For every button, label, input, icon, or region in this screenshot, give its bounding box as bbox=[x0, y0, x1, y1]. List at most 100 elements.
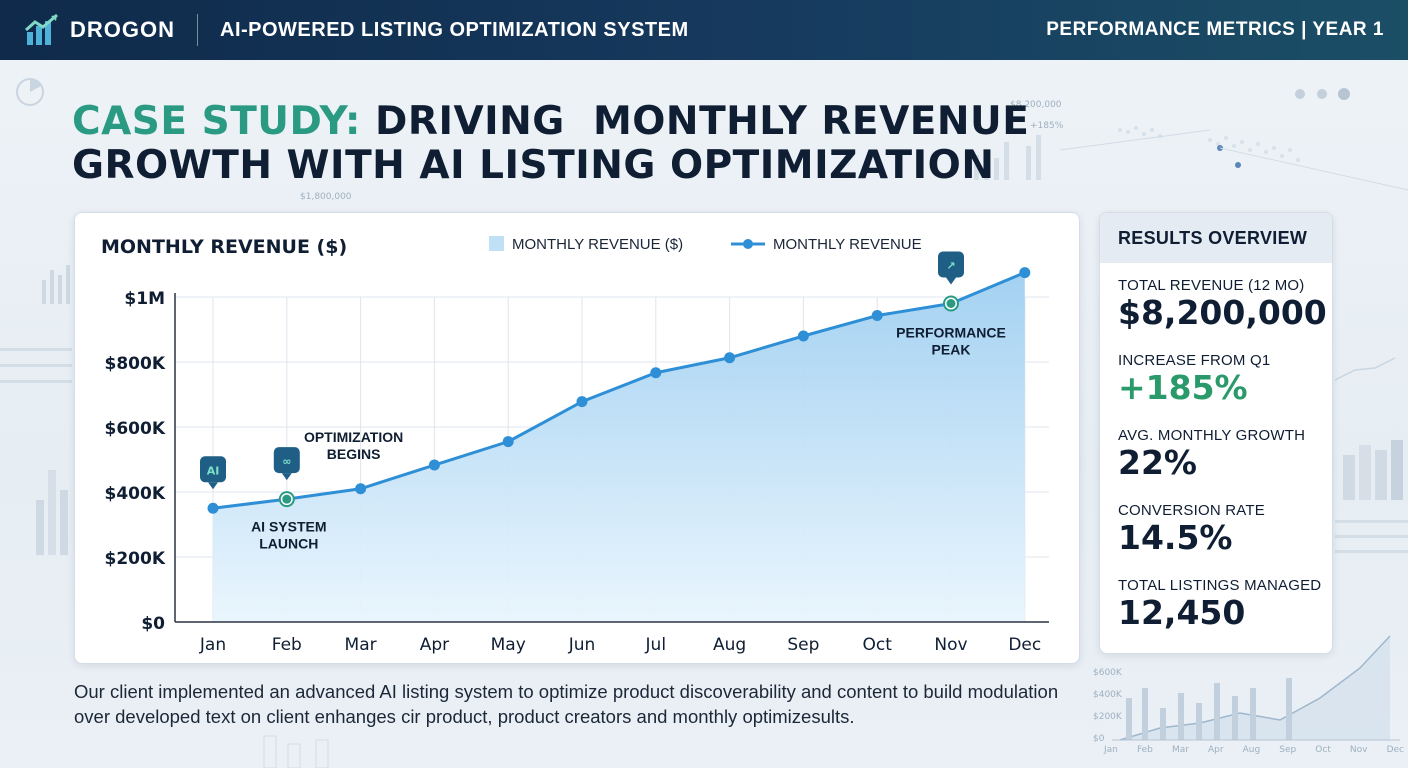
x-tick-label: Feb bbox=[272, 635, 302, 655]
y-tick-label: $1M bbox=[124, 289, 165, 309]
ai-chip-icon: AI bbox=[200, 456, 226, 490]
x-tick-label: Aug bbox=[713, 635, 746, 655]
milestone-point-core bbox=[946, 299, 956, 308]
results-title: RESULTS OVERVIEW bbox=[1100, 213, 1332, 263]
ai-chip-icon-pin bbox=[208, 482, 218, 490]
background-bars-bottom bbox=[263, 735, 329, 768]
x-tick-label: Jun bbox=[568, 635, 596, 655]
title-line1: DRIVING MONTHLY REVENUE bbox=[375, 99, 1030, 144]
legend-area-swatch bbox=[489, 236, 504, 251]
metric-value: 14.5% bbox=[1118, 518, 1233, 557]
y-tick-label: $400K bbox=[105, 484, 166, 504]
metric-label: CONVERSION RATE bbox=[1118, 502, 1265, 519]
decor-mid-value: $1,800,000 bbox=[300, 192, 352, 202]
x-tick-label: Jul bbox=[645, 635, 667, 655]
decor-mini-tick: $600K bbox=[1093, 668, 1122, 678]
decor-month: Feb bbox=[1136, 745, 1153, 755]
metric-avg-monthly-growth: AVG. MONTHLY GROWTH 22% bbox=[1100, 413, 1332, 488]
data-point bbox=[576, 396, 588, 408]
decor-mini-chart-months: Jan Feb Mar Apr Aug Sep Oct Nov Dec bbox=[1104, 745, 1404, 755]
results-overview-card: RESULTS OVERVIEW TOTAL REVENUE (12 MO) $… bbox=[1099, 212, 1333, 654]
data-point bbox=[502, 436, 514, 448]
decor-mini-tick: $400K bbox=[1093, 690, 1122, 700]
metric-label: INCREASE FROM Q1 bbox=[1118, 352, 1271, 369]
metric-increase-from-q1: INCREASE FROM Q1 +185% bbox=[1100, 338, 1332, 413]
link-chain-icon: ∞ bbox=[273, 447, 300, 481]
decor-month: Sep bbox=[1279, 745, 1297, 755]
revenue-area bbox=[213, 272, 1025, 622]
legend-area-label: MONTHLY REVENUE ($) bbox=[512, 236, 683, 253]
decor-month: Dec bbox=[1386, 745, 1404, 755]
decor-month: Nov bbox=[1349, 745, 1368, 755]
metric-label: TOTAL REVENUE (12 MO) bbox=[1118, 277, 1305, 294]
chart-title: MONTHLY REVENUE ($) bbox=[101, 236, 347, 258]
header-divider bbox=[197, 14, 198, 46]
growth-chart-icon-badge bbox=[938, 251, 964, 278]
decor-top-right-value: $8,200,000 bbox=[1010, 100, 1062, 110]
metric-value: +185% bbox=[1118, 368, 1248, 407]
link-chain-icon-badge bbox=[273, 447, 300, 474]
revenue-chart: MONTHLY REVENUE ($) MONTHLY REVENUE ($) … bbox=[101, 236, 1049, 655]
ai-chip-icon-badge bbox=[200, 456, 226, 483]
background-bars-right bbox=[1335, 357, 1408, 553]
revenue-chart-card: MONTHLY REVENUE ($) MONTHLY REVENUE ($) … bbox=[74, 212, 1080, 664]
decor-month: Mar bbox=[1171, 745, 1189, 755]
metric-value: 22% bbox=[1118, 443, 1197, 482]
background-mini-chart bbox=[1112, 635, 1400, 741]
data-point bbox=[1019, 267, 1031, 279]
annotation-label: OPTIMIZATION BEGINS bbox=[304, 429, 403, 462]
link-chain-icon-pin bbox=[281, 473, 292, 481]
background-world-map bbox=[1060, 88, 1408, 191]
brand-logo[interactable]: DROGON bbox=[24, 12, 175, 48]
revenue-line bbox=[212, 271, 1026, 510]
x-tick-label: Dec bbox=[1008, 635, 1041, 655]
data-point bbox=[355, 483, 367, 495]
growth-chart-icon-glyph: ↗ bbox=[946, 260, 955, 273]
decor-month: Oct bbox=[1315, 745, 1331, 755]
title-line2: GROWTH WITH AI LISTING OPTIMIZATION bbox=[72, 143, 995, 188]
growth-chart-icon-pin bbox=[946, 277, 956, 285]
y-tick-label: $600K bbox=[105, 419, 166, 439]
x-tick-label: May bbox=[491, 635, 526, 655]
y-tick-label: $800K bbox=[105, 354, 166, 374]
metric-conversion-rate: CONVERSION RATE 14.5% bbox=[1100, 488, 1332, 563]
x-tick-label: Sep bbox=[787, 635, 819, 655]
annotation-label: PERFORMANCE PEAK bbox=[896, 325, 1006, 358]
x-tick-label: Apr bbox=[420, 635, 449, 655]
data-point bbox=[797, 330, 809, 342]
x-tick-label: Oct bbox=[862, 635, 892, 655]
decor-top-right-pct: +185% bbox=[1030, 121, 1064, 131]
y-tick-label: $0 bbox=[141, 614, 165, 634]
data-point bbox=[724, 352, 736, 364]
milestone-point-core bbox=[282, 494, 292, 504]
data-point bbox=[428, 459, 440, 471]
background-decor-left bbox=[0, 78, 72, 555]
growth-chart-icon: ↗ bbox=[938, 251, 964, 285]
bar-chart-logo-icon bbox=[25, 13, 58, 45]
metric-label: AVG. MONTHLY GROWTH bbox=[1118, 427, 1306, 444]
decor-month: Jan bbox=[1104, 745, 1118, 755]
link-chain-icon-glyph: ∞ bbox=[282, 455, 291, 468]
decor-month: Aug bbox=[1242, 745, 1261, 755]
decor-month: Apr bbox=[1207, 745, 1224, 755]
decor-mini-tick: $0 bbox=[1093, 734, 1105, 744]
brand-name: DROGON bbox=[70, 17, 175, 42]
data-point bbox=[207, 502, 219, 514]
metric-value: 12,450 bbox=[1118, 593, 1246, 632]
legend-line-marker bbox=[743, 239, 753, 249]
annotation-label: AI SYSTEM LAUNCH bbox=[251, 518, 326, 551]
data-point bbox=[871, 310, 883, 322]
system-title: AI-POWERED LISTING OPTIMIZATION SYSTEM bbox=[220, 18, 689, 41]
title-accent: CASE STUDY: bbox=[72, 99, 361, 144]
metric-label: TOTAL LISTINGS MANAGED bbox=[1118, 577, 1322, 594]
metric-total-revenue: TOTAL REVENUE (12 MO) $8,200,000 bbox=[1100, 263, 1332, 338]
y-tick-label: $200K bbox=[105, 549, 166, 569]
ai-chip-icon-glyph: AI bbox=[207, 464, 220, 477]
page-title: CASE STUDY: DRIVING MONTHLY REVENUE GROW… bbox=[72, 100, 1029, 188]
x-tick-label: Jan bbox=[199, 635, 226, 655]
data-point bbox=[650, 367, 662, 379]
x-tick-label: Mar bbox=[345, 635, 377, 655]
x-tick-label: Nov bbox=[934, 635, 967, 655]
background-bars-top bbox=[974, 135, 1041, 180]
top-bar: DROGON AI-POWERED LISTING OPTIMIZATION S… bbox=[0, 0, 1408, 60]
